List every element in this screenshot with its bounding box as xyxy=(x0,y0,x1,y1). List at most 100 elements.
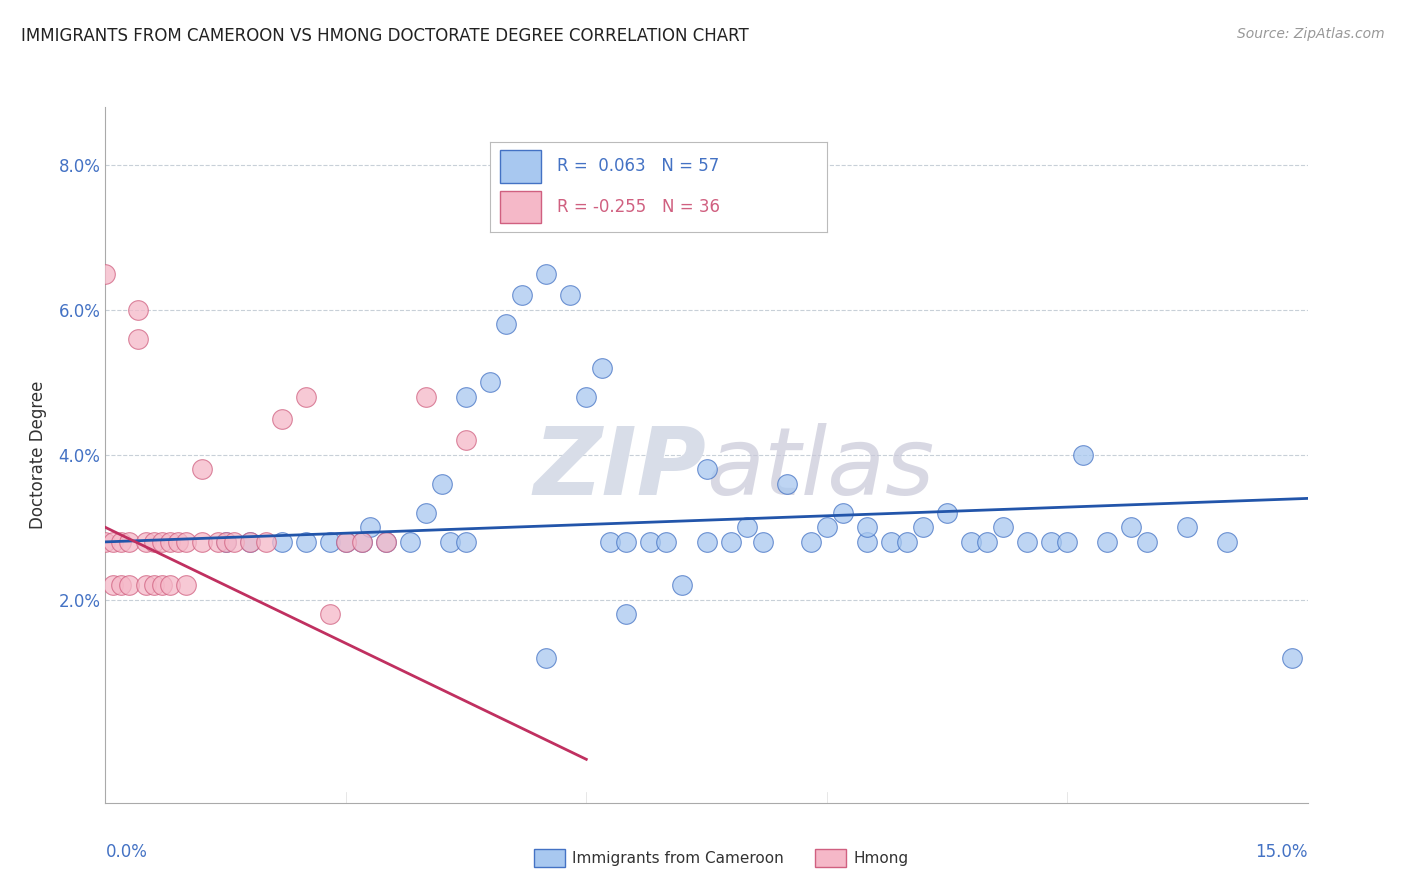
Text: R =  0.063   N = 57: R = 0.063 N = 57 xyxy=(557,157,720,175)
Point xyxy=(174,534,197,549)
Point xyxy=(976,534,998,549)
Point xyxy=(696,462,718,476)
Text: IMMIGRANTS FROM CAMEROON VS HMONG DOCTORATE DEGREE CORRELATION CHART: IMMIGRANTS FROM CAMEROON VS HMONG DOCTOR… xyxy=(21,27,749,45)
Point xyxy=(399,534,422,549)
Point xyxy=(776,476,799,491)
Point xyxy=(640,534,662,549)
Point xyxy=(103,534,125,549)
Point xyxy=(222,534,245,549)
Point xyxy=(118,578,141,592)
Point xyxy=(159,534,181,549)
Point xyxy=(1177,520,1199,534)
Point xyxy=(735,520,758,534)
Y-axis label: Doctorate Degree: Doctorate Degree xyxy=(30,381,48,529)
Point xyxy=(479,376,502,390)
Point xyxy=(94,267,117,281)
Text: atlas: atlas xyxy=(707,424,935,515)
Point xyxy=(174,578,197,592)
Point xyxy=(270,411,292,425)
Point xyxy=(190,462,212,476)
Point xyxy=(118,534,141,549)
Point xyxy=(1281,651,1303,665)
Point xyxy=(127,303,149,318)
Point xyxy=(350,534,373,549)
Point xyxy=(270,534,292,549)
Point xyxy=(103,578,125,592)
Point xyxy=(696,534,718,549)
Point xyxy=(295,534,318,549)
Point xyxy=(1097,534,1119,549)
Point xyxy=(439,534,461,549)
Text: 15.0%: 15.0% xyxy=(1256,843,1308,861)
Point xyxy=(495,318,517,332)
Point xyxy=(319,607,342,622)
Point xyxy=(960,534,983,549)
Point xyxy=(751,534,773,549)
Point xyxy=(720,534,742,549)
Point xyxy=(1056,534,1078,549)
Point xyxy=(374,534,398,549)
Point xyxy=(815,520,838,534)
Point xyxy=(1040,534,1063,549)
Point xyxy=(534,651,557,665)
Point xyxy=(335,534,357,549)
Point xyxy=(415,390,437,404)
Point xyxy=(1216,534,1239,549)
Point xyxy=(616,607,638,622)
Point xyxy=(1017,534,1039,549)
Text: ZIP: ZIP xyxy=(534,423,707,515)
Point xyxy=(214,534,236,549)
Bar xyxy=(501,191,541,223)
Point xyxy=(575,390,598,404)
Text: R = -0.255   N = 36: R = -0.255 N = 36 xyxy=(557,198,720,216)
Point xyxy=(127,332,149,346)
Point xyxy=(135,534,157,549)
Point xyxy=(142,578,165,592)
Point xyxy=(207,534,229,549)
Point xyxy=(616,534,638,549)
Point xyxy=(911,520,934,534)
Point xyxy=(374,534,398,549)
Point xyxy=(214,534,236,549)
Point xyxy=(534,267,557,281)
Point xyxy=(655,534,678,549)
Point xyxy=(855,520,877,534)
Point xyxy=(896,534,918,549)
Point xyxy=(239,534,262,549)
Point xyxy=(159,578,181,592)
Point xyxy=(991,520,1014,534)
Point xyxy=(350,534,373,549)
Bar xyxy=(501,150,541,183)
Point xyxy=(671,578,693,592)
Point xyxy=(560,288,582,302)
Point xyxy=(335,534,357,549)
Point xyxy=(319,534,342,549)
Point xyxy=(855,534,877,549)
Point xyxy=(166,534,188,549)
Point xyxy=(359,520,381,534)
Point xyxy=(142,534,165,549)
Point xyxy=(254,534,277,549)
Point xyxy=(110,534,132,549)
Point xyxy=(831,506,853,520)
Point xyxy=(150,578,173,592)
Point xyxy=(599,534,621,549)
Point xyxy=(510,288,533,302)
Point xyxy=(454,534,477,549)
Text: 0.0%: 0.0% xyxy=(105,843,148,861)
Point xyxy=(1071,448,1094,462)
Point xyxy=(1121,520,1143,534)
Point xyxy=(454,434,477,448)
Point xyxy=(800,534,823,549)
Point xyxy=(1136,534,1159,549)
Point xyxy=(295,390,318,404)
Point xyxy=(936,506,959,520)
Text: Hmong: Hmong xyxy=(853,851,908,865)
Point xyxy=(415,506,437,520)
Point xyxy=(110,578,132,592)
Point xyxy=(190,534,212,549)
Point xyxy=(591,361,613,376)
Point xyxy=(150,534,173,549)
Text: Source: ZipAtlas.com: Source: ZipAtlas.com xyxy=(1237,27,1385,41)
Point xyxy=(239,534,262,549)
